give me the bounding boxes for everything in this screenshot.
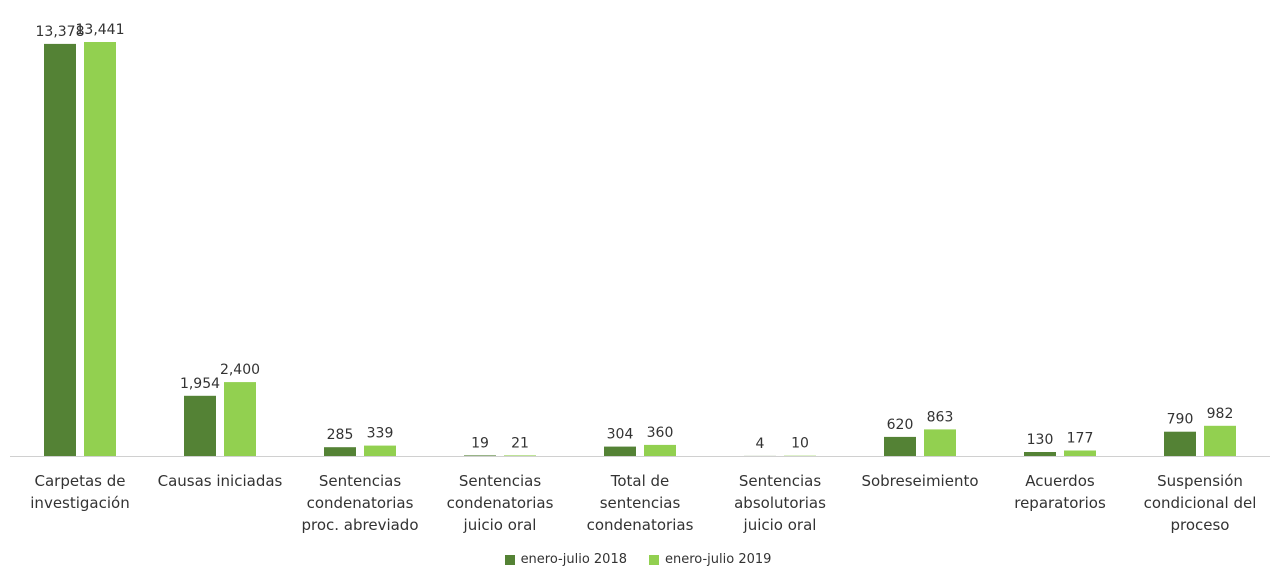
category-label-6: Sentencias absolutorias juicio oral xyxy=(734,472,826,534)
data-label-series-1-category-6: 4 xyxy=(756,436,765,452)
legend-swatch-series-2 xyxy=(649,554,659,565)
legend-item-series-2: enero-julio 2019 xyxy=(649,552,771,567)
bar-series-2-category-2 xyxy=(224,382,256,456)
bar-series-2-category-7 xyxy=(924,429,956,456)
bar-series-2-category-5 xyxy=(644,444,676,456)
bar-series-1-category-1 xyxy=(44,43,76,457)
bar-series-2-category-8 xyxy=(1064,450,1096,456)
data-label-series-2-category-9: 982 xyxy=(1207,406,1234,422)
data-label-series-2-category-8: 177 xyxy=(1067,431,1094,447)
data-label-series-2-category-1: 13,441 xyxy=(76,22,125,38)
category-labels-layer: Carpetas de investigación Causas iniciadas… xyxy=(30,472,1256,534)
category-label-8: Acuerdos reparatorios xyxy=(1014,472,1106,512)
bar-series-1-category-4 xyxy=(464,455,496,456)
bar-series-1-category-9 xyxy=(1164,431,1196,456)
legend-item-series-1: enero-julio 2018 xyxy=(504,552,627,567)
data-label-series-2-category-2: 2,400 xyxy=(220,362,260,378)
bar-series-2-category-4 xyxy=(504,455,536,456)
category-label-5: Total de sentencias condenatorias xyxy=(587,472,694,534)
category-label-4: Sentencias condenatorias juicio oral xyxy=(447,472,554,534)
data-label-series-2-category-3: 339 xyxy=(367,426,394,442)
category-label-2: Causas iniciadas xyxy=(158,472,283,490)
data-label-series-1-category-2: 1,954 xyxy=(180,376,220,392)
bars-layer xyxy=(44,42,1236,457)
bar-series-1-category-5 xyxy=(604,446,636,456)
bar-series-2-category-1 xyxy=(84,42,116,456)
bar-series-1-category-2 xyxy=(184,395,216,456)
data-label-series-2-category-6: 10 xyxy=(791,436,809,452)
data-label-series-1-category-5: 304 xyxy=(607,427,634,443)
category-label-9: Suspensión condicional del proceso xyxy=(1144,472,1257,534)
legend-label-series-2: enero-julio 2019 xyxy=(665,552,772,567)
legend-swatch-series-1 xyxy=(504,554,515,565)
bar-series-1-category-8 xyxy=(1024,452,1056,456)
data-label-series-1-category-4: 19 xyxy=(471,435,489,451)
data-label-series-1-category-3: 285 xyxy=(327,427,354,443)
bar-series-1-category-7 xyxy=(884,436,916,456)
bar-series-2-category-9 xyxy=(1204,425,1236,456)
bar-series-2-category-3 xyxy=(364,445,396,456)
legend: enero-julio 2018 enero-julio 2019 xyxy=(0,552,1276,567)
data-label-series-2-category-5: 360 xyxy=(647,425,674,441)
data-label-series-1-category-7: 620 xyxy=(887,417,914,433)
data-label-series-1-category-9: 790 xyxy=(1167,412,1194,428)
data-label-series-2-category-7: 863 xyxy=(927,409,954,425)
category-label-1: Carpetas de investigación xyxy=(30,472,129,512)
category-label-3: Sentencias condenatorias proc. abreviado xyxy=(301,472,418,534)
data-label-series-2-category-4: 21 xyxy=(511,435,529,451)
category-label-7: Sobreseimiento xyxy=(861,472,978,490)
data-label-series-1-category-1: 13,378 xyxy=(36,24,85,40)
data-label-series-1-category-8: 130 xyxy=(1027,432,1054,448)
bar-series-1-category-3 xyxy=(324,447,356,456)
legend-label-series-1: enero-julio 2018 xyxy=(520,552,627,567)
